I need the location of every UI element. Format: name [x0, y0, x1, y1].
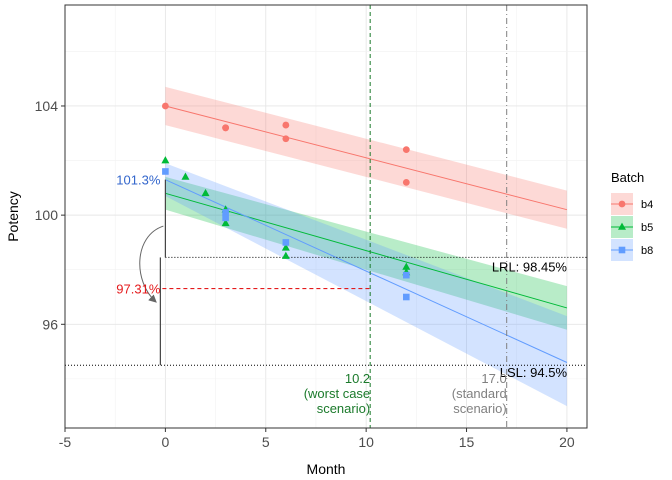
lsl-label: LSL: 94.5%	[500, 365, 568, 380]
worst-case-label-line: (worst case	[304, 386, 370, 401]
worst-case-label-line: scenario)	[317, 401, 370, 416]
confidence-band-b8	[165, 163, 567, 407]
plot-panel	[65, 5, 587, 428]
x-tick-label: 0	[161, 434, 169, 450]
worst-case-label-line: 10.2	[345, 371, 370, 386]
fit-line-b8	[165, 179, 568, 363]
point-b8	[162, 168, 169, 175]
plot-background	[65, 5, 587, 428]
point-b8	[403, 293, 410, 301]
decline-arrow	[139, 225, 164, 303]
y-tick-label: 100	[35, 207, 59, 223]
point-b5	[201, 188, 210, 197]
fit-line-b4	[165, 105, 568, 211]
legend-label-b5: b5	[641, 222, 653, 234]
legend-key-marker-b4	[618, 200, 626, 208]
standard-label-line: (standard	[452, 386, 507, 401]
legend-label-b4: b4	[641, 199, 653, 211]
point-b8	[403, 271, 410, 279]
point-b5	[402, 262, 411, 270]
x-tick-label: 15	[459, 434, 475, 450]
confidence-band-b5	[165, 176, 567, 330]
x-tick-label: -5	[59, 434, 72, 450]
lrl-label: LRL: 98.45%	[492, 259, 568, 274]
intercept-label: 101.3%	[116, 173, 161, 188]
standard-label-line: scenario)	[453, 401, 506, 416]
annotations: 101.3% 97.31% LRL: 98.45% LSL: 94.5% 10.2(wo…	[116, 173, 567, 417]
point-b5	[161, 156, 170, 164]
point-b4	[222, 124, 230, 132]
y-tick-label: 96	[42, 316, 58, 332]
point-b8	[222, 214, 229, 222]
point-b5	[281, 243, 290, 251]
legend-title: Batch	[611, 170, 644, 185]
fit-lines	[165, 105, 568, 363]
point-b8	[222, 209, 229, 216]
axes: -5 0 5 10 15 20 96 100 104 Month Potency	[5, 4, 588, 477]
point-b4	[161, 102, 169, 110]
reference-lines	[65, 5, 587, 428]
x-axis-title: Month	[307, 461, 346, 477]
standard-label-line: 17.0	[481, 371, 506, 386]
point-b5	[181, 172, 190, 180]
x-tick-label: 5	[262, 434, 270, 450]
y-axis-title: Potency	[5, 191, 21, 242]
point-b8	[282, 239, 290, 246]
y-tick-label: 104	[35, 98, 59, 114]
worst-case-potency-label: 97.31%	[116, 282, 161, 297]
x-tick-label: 20	[559, 434, 575, 450]
x-tick-label: 10	[358, 434, 374, 450]
legend-key-marker-b8	[618, 246, 626, 254]
point-b4	[282, 135, 290, 143]
grid-lines	[64, 5, 587, 428]
fit-line-b5	[165, 192, 568, 309]
point-b4	[402, 146, 410, 154]
legend: Batch b4 b5 b8	[611, 170, 653, 261]
point-b4	[402, 178, 410, 186]
panel-border	[64, 4, 588, 429]
legend-label-b8: b8	[641, 245, 653, 257]
legend-key-marker-b5	[618, 222, 626, 230]
point-b5	[221, 218, 230, 227]
point-b4	[282, 121, 290, 129]
point-b5	[281, 251, 290, 259]
data-points	[161, 102, 411, 301]
